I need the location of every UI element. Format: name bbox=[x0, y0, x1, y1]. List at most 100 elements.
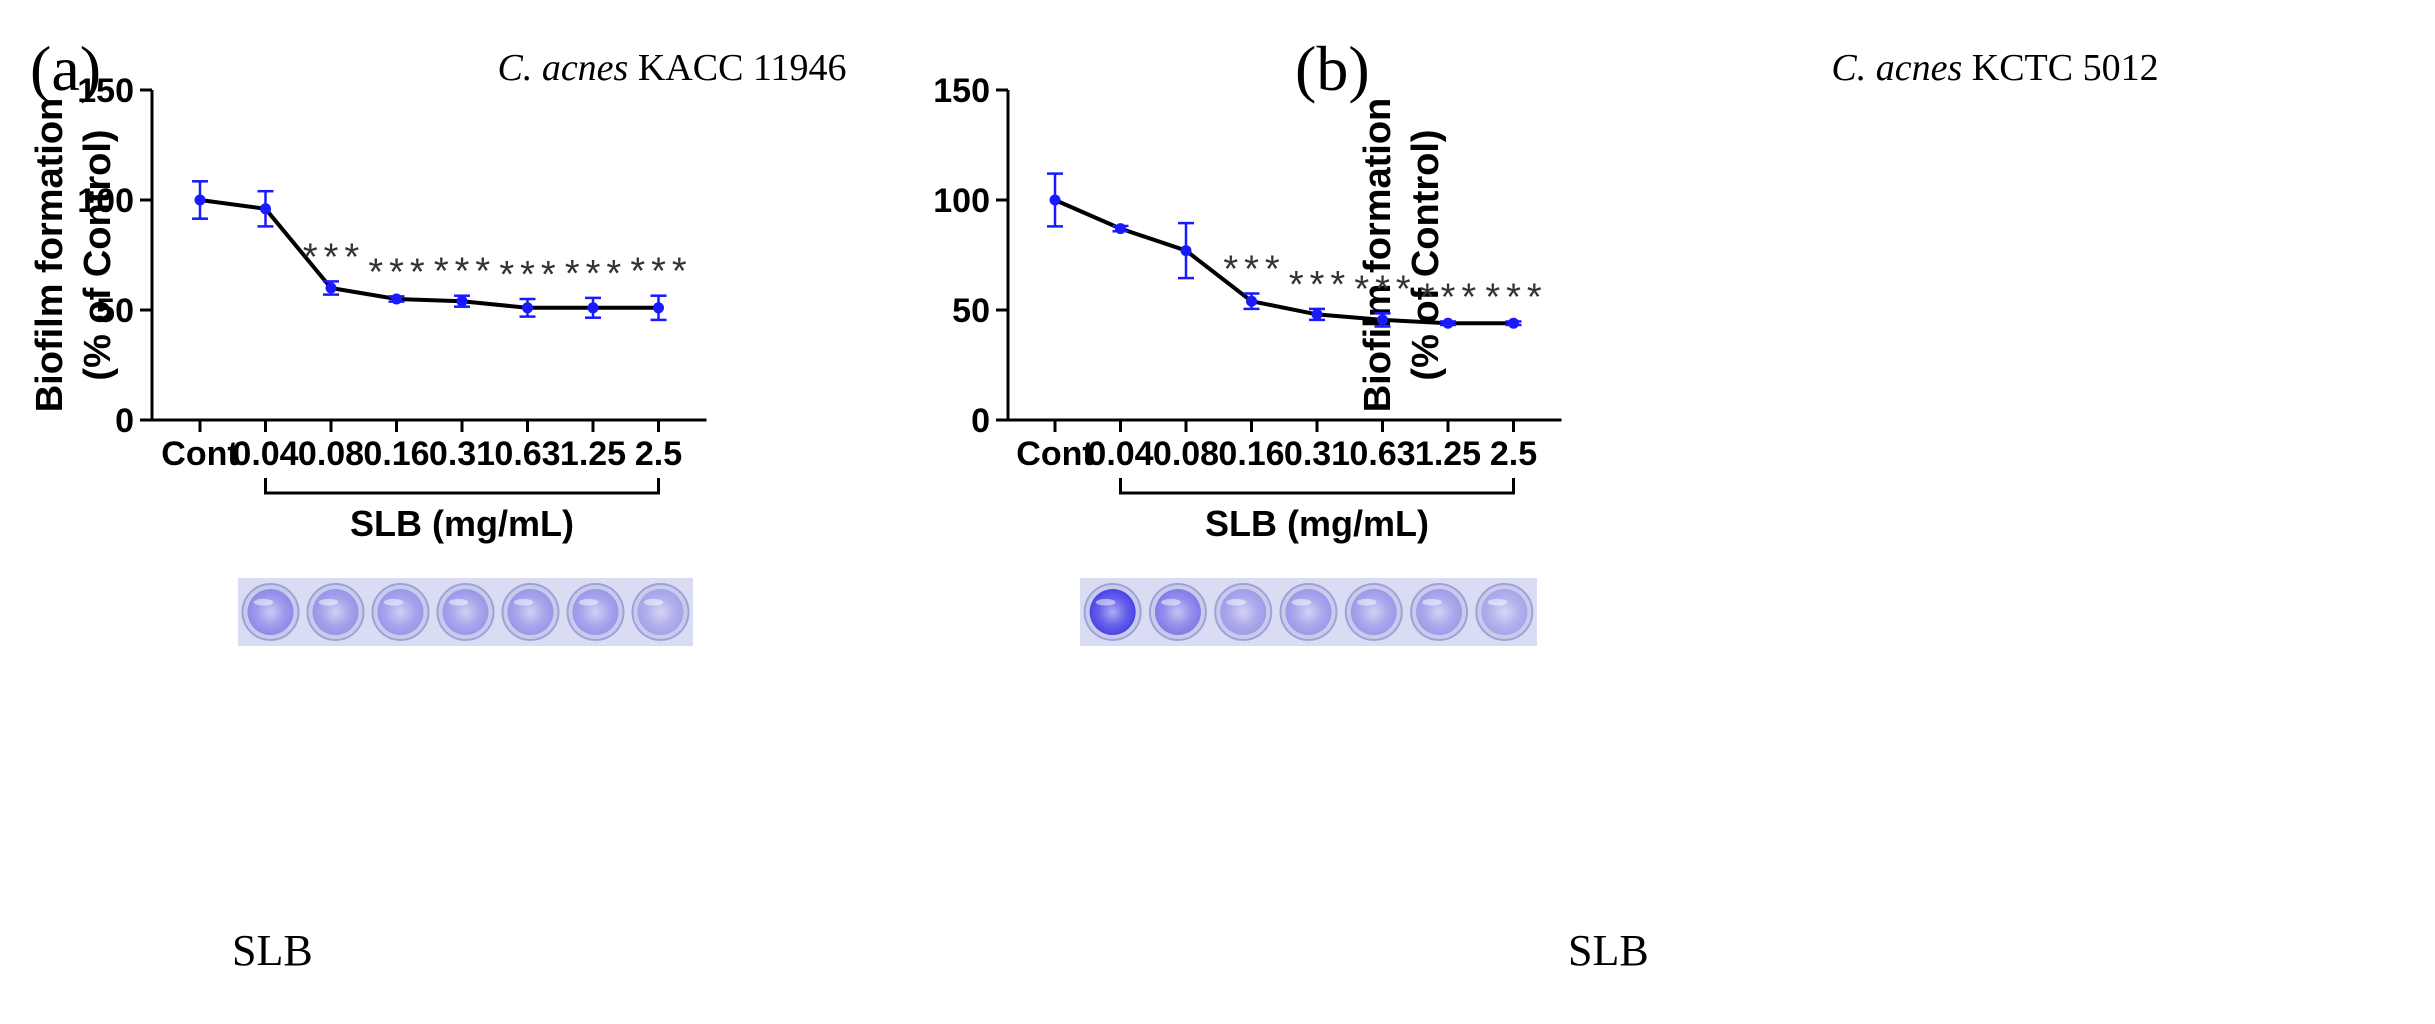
x-tick-label: 1.25 bbox=[1415, 435, 1481, 473]
panel-a-bracket-label: SLB (mg/mL) bbox=[350, 503, 574, 544]
x-tick-label: 1.25 bbox=[560, 435, 626, 473]
panel-a-significance: *** *** *** *** *** *** bbox=[303, 236, 692, 296]
x-tick-label: 0.31 bbox=[429, 435, 495, 473]
well bbox=[1279, 583, 1338, 641]
panel-a-bracket bbox=[264, 478, 660, 495]
significance-label: *** bbox=[1485, 276, 1547, 318]
significance-label: *** bbox=[1354, 268, 1416, 310]
well bbox=[306, 583, 365, 641]
x-tick-label: 0.04 bbox=[232, 435, 298, 473]
significance-label: *** bbox=[303, 236, 365, 278]
x-tick-label: 0.08 bbox=[298, 435, 364, 473]
x-tick-label: Cont bbox=[161, 435, 238, 473]
well bbox=[1475, 583, 1534, 641]
y-tick-label: 150 bbox=[933, 72, 990, 110]
significance-label: *** bbox=[565, 253, 627, 295]
bracket-line bbox=[264, 478, 660, 495]
panel-b-ylabel: Biofilm formation (% of Control) bbox=[1357, 98, 1447, 413]
panel-a-well-strip bbox=[238, 578, 693, 646]
panel-a-y-ticks: 0 50 100 150 bbox=[77, 72, 152, 440]
significance-label: *** bbox=[1420, 276, 1482, 318]
x-tick-label: 0.16 bbox=[363, 435, 429, 473]
y-tick-label: 0 bbox=[115, 402, 134, 440]
x-tick-label: 0.04 bbox=[1087, 435, 1153, 473]
panel-b-strip-label: SLB bbox=[1568, 926, 1649, 975]
panel-b-ylabel-line2: (% of Control) bbox=[1405, 129, 1447, 380]
data-point bbox=[456, 295, 468, 307]
well bbox=[631, 583, 690, 641]
well bbox=[501, 583, 560, 641]
data-point bbox=[1246, 295, 1257, 307]
series-line bbox=[199, 198, 659, 310]
well bbox=[436, 583, 495, 641]
well bbox=[1083, 583, 1142, 641]
panel-a-strip-label: SLB bbox=[232, 926, 313, 975]
data-point bbox=[1049, 194, 1061, 206]
panel-b-significance: *** *** *** *** *** bbox=[1223, 249, 1547, 319]
y-tick-label: 100 bbox=[77, 182, 134, 220]
panel-letter-b: (b) bbox=[1295, 33, 1370, 104]
panel-a-ylabel-line2: (% of Control) bbox=[77, 129, 119, 380]
panel-a-title-italic: C. acnes bbox=[497, 47, 628, 89]
y-tick-label: 150 bbox=[77, 72, 134, 110]
data-point bbox=[522, 302, 533, 314]
x-tick-label: 0.16 bbox=[1218, 435, 1284, 473]
panel-a-axes bbox=[150, 90, 707, 422]
data-point bbox=[194, 194, 206, 206]
well bbox=[1148, 583, 1207, 641]
panel-a-ylabel: Biofilm formation (% of Control) bbox=[29, 98, 119, 413]
panel-a: (a) C. acnes KACC 11946 Biofilm formatio… bbox=[29, 33, 847, 975]
panel-b-axes bbox=[1006, 90, 1562, 422]
x-tick-label: 0.08 bbox=[1153, 435, 1219, 473]
panel-b-bracket-label: SLB (mg/mL) bbox=[1205, 503, 1429, 544]
data-point bbox=[587, 302, 599, 314]
panel-b-y-ticks: 0 50 100 150 bbox=[933, 72, 1008, 440]
data-point bbox=[1311, 308, 1323, 320]
y-tick-label: 50 bbox=[952, 292, 990, 330]
panel-b-well-strip bbox=[1080, 578, 1537, 646]
significance-label: *** bbox=[499, 254, 561, 296]
panel-a-series bbox=[192, 180, 667, 322]
panel-b-title: C. acnes KCTC 5012 bbox=[1831, 47, 2158, 89]
data-point bbox=[1115, 223, 1126, 235]
panel-b-series bbox=[1047, 172, 1522, 329]
y-tick-label: 50 bbox=[96, 292, 134, 330]
significance-label: *** bbox=[630, 251, 692, 293]
y-tick-label: 0 bbox=[971, 402, 990, 440]
x-tick-label: 2.5 bbox=[1490, 435, 1537, 473]
x-tick-label: 0.63 bbox=[1349, 435, 1415, 473]
well bbox=[1214, 583, 1273, 641]
x-tick-label: 2.5 bbox=[635, 435, 682, 473]
well bbox=[566, 583, 625, 641]
well bbox=[1344, 583, 1403, 641]
significance-label: *** bbox=[368, 251, 430, 293]
y-tick-label: 100 bbox=[933, 182, 990, 220]
panel-letter-a: (a) bbox=[30, 33, 101, 104]
data-point bbox=[1442, 317, 1454, 329]
data-point bbox=[1508, 317, 1519, 329]
bracket-line bbox=[1119, 478, 1515, 495]
data-point bbox=[325, 282, 337, 294]
well bbox=[1410, 583, 1469, 641]
panel-b-title-italic: C. acnes bbox=[1831, 47, 1962, 89]
series-line bbox=[1054, 198, 1514, 326]
x-tick-label: 0.63 bbox=[494, 435, 560, 473]
data-point bbox=[653, 302, 664, 314]
panel-b-bracket bbox=[1119, 478, 1515, 495]
panel-b-ylabel-line1: Biofilm formation bbox=[1357, 98, 1399, 413]
well bbox=[371, 583, 430, 641]
significance-label: *** bbox=[1289, 264, 1351, 306]
panel-a-ylabel-line1: Biofilm formation bbox=[29, 98, 71, 413]
data-point bbox=[1377, 314, 1388, 326]
panel-a-title-rest: KACC 11946 bbox=[628, 47, 846, 89]
significance-label: *** bbox=[434, 251, 496, 293]
panel-a-title: C. acnes KACC 11946 bbox=[497, 47, 846, 89]
well bbox=[241, 583, 300, 641]
data-point bbox=[1180, 245, 1192, 257]
significance-label: *** bbox=[1223, 249, 1285, 291]
panel-b: (b) C. acnes KCTC 5012 Biofilm formation… bbox=[933, 33, 2158, 975]
x-tick-label: Cont bbox=[1016, 435, 1093, 473]
data-point bbox=[260, 203, 271, 215]
